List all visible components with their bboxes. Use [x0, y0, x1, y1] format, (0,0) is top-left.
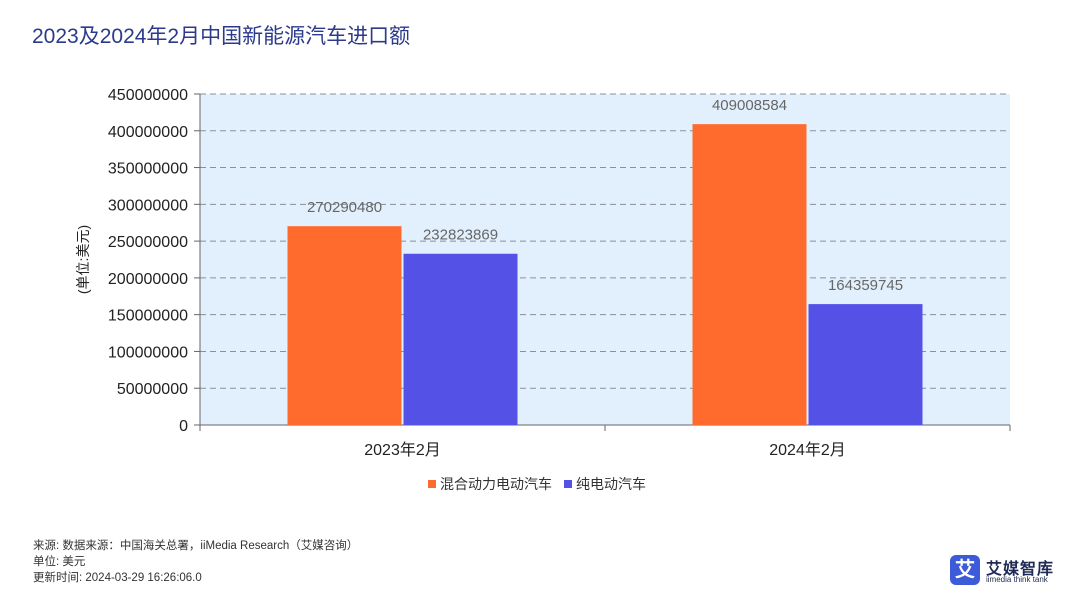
- bar-chart: 0 50000000 100000000 150000000 200000000 2500…: [75, 87, 1011, 492]
- x-tick-label: 2024年2月: [769, 441, 846, 459]
- legend-entry: 混合动力电动汽车: [440, 476, 552, 492]
- bar-electric: [808, 304, 923, 425]
- y-tick-label: 100000000: [108, 344, 188, 361]
- y-tick-label: 450000000: [108, 87, 188, 104]
- legend-swatch: [428, 480, 436, 488]
- data-label: 232823869: [423, 227, 498, 244]
- y-tick-label: 50000000: [117, 381, 188, 398]
- bar-hybrid: [692, 124, 807, 426]
- y-tick-label: 150000000: [108, 308, 188, 325]
- y-tick-label: 250000000: [108, 234, 188, 251]
- y-axis-label: (单位:美元): [75, 225, 91, 294]
- data-label: 164359745: [828, 277, 903, 294]
- brand-subtitle: iimedia think tank: [986, 575, 1048, 584]
- y-tick-label: 300000000: [108, 197, 188, 214]
- brand-logo: 艾 艾媒智库 iimedia think tank: [950, 555, 1060, 587]
- y-tick-label: 400000000: [108, 124, 188, 141]
- footer-unit: 单位: 美元: [33, 556, 86, 568]
- y-tick-label: 200000000: [108, 271, 188, 288]
- brand-logo-icon: 艾: [950, 555, 980, 585]
- brand-name: 艾媒智库: [986, 561, 1055, 578]
- footer-updated: 更新时间: 2024-03-29 16:26:06.0: [33, 572, 202, 584]
- bar-hybrid: [287, 226, 402, 425]
- chart-title: 2023及2024年2月中国新能源汽车进口额: [32, 25, 411, 48]
- y-tick-label: 0: [179, 418, 188, 435]
- footer-source: 来源: 数据来源：中国海关总署，iiMedia Research（艾媒咨询）: [33, 540, 359, 552]
- y-tick-label: 350000000: [108, 161, 188, 178]
- x-tick-label: 2023年2月: [364, 441, 441, 459]
- data-label: 270290480: [307, 199, 382, 216]
- legend-swatch: [564, 480, 572, 488]
- bar-electric: [403, 253, 518, 425]
- footer-notes: 来源: 数据来源：中国海关总署，iiMedia Research（艾媒咨询） 单…: [33, 538, 363, 586]
- legend-entry: 纯电动汽车: [576, 476, 646, 492]
- data-label: 409008584: [712, 97, 787, 114]
